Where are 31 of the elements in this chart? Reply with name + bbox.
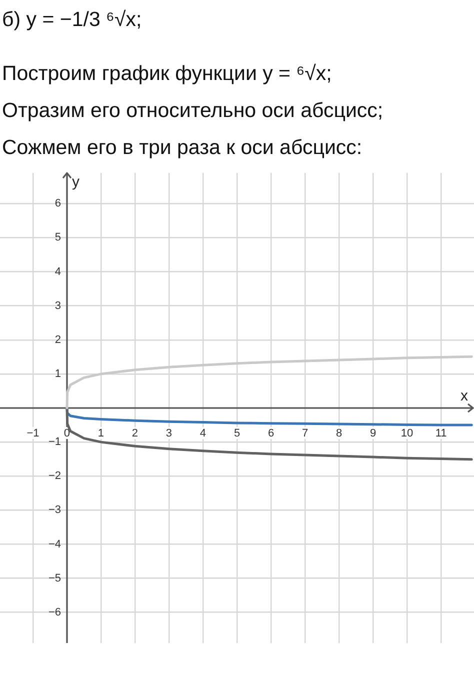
- text: Отразим его относительно оси абсцисс;: [2, 98, 384, 124]
- y-tick-label: −4: [48, 538, 61, 550]
- y-tick-label: 6: [54, 198, 61, 210]
- x-tick-label: 6: [268, 428, 274, 440]
- text: Построим график функции y = ⁶√x;: [2, 61, 333, 87]
- x-tick-label: 10: [400, 428, 414, 440]
- x-tick-label: 11: [435, 428, 447, 440]
- y-tick-label: −5: [48, 572, 61, 584]
- x-tick-label: 8: [336, 428, 342, 440]
- x-tick-label: −1: [26, 428, 40, 440]
- x-tick-label: 9: [370, 428, 376, 440]
- x-tick-label: 7: [302, 428, 308, 440]
- x-axis-title: x: [460, 388, 468, 405]
- x-tick-label: 0: [64, 428, 70, 440]
- x-tick-label: 5: [234, 428, 240, 440]
- x-tick-label: 1: [98, 428, 104, 440]
- x-tick-label: 2: [132, 428, 138, 440]
- y-axis-title: y: [72, 174, 80, 191]
- y-tick-label: −2: [48, 470, 61, 482]
- y-tick-label: 3: [54, 300, 61, 312]
- y-tick-label: −3: [48, 504, 61, 516]
- y-tick-label: 5: [54, 232, 61, 244]
- y-tick-label: −6: [48, 606, 61, 618]
- x-tick-label: 4: [200, 428, 206, 440]
- text: Сожмем его в три раза к оси абсцисс:: [2, 135, 364, 161]
- x-tick-label: 3: [166, 428, 172, 440]
- y-tick-label: −1: [48, 436, 61, 448]
- y-tick-label: 2: [54, 334, 61, 346]
- chart-title: б) y = −1/3 ⁶√x;: [2, 7, 143, 33]
- y-tick-label: 4: [54, 266, 61, 278]
- y-tick-label: 1: [54, 368, 61, 380]
